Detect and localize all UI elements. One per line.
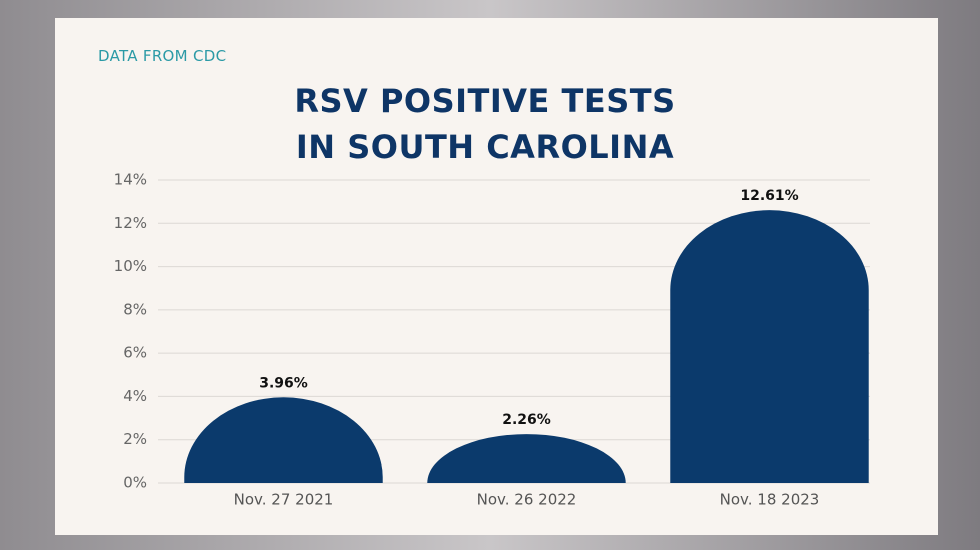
- y-tick-label: 10%: [114, 257, 147, 275]
- bar: [184, 397, 383, 483]
- bar: [670, 210, 869, 483]
- x-tick-label: Nov. 26 2022: [477, 491, 577, 509]
- y-tick-label: 12%: [114, 214, 147, 232]
- chart-title: RSV POSITIVE TESTS IN SOUTH CAROLINA: [294, 82, 676, 166]
- y-tick-label: 6%: [123, 344, 147, 362]
- value-label: 12.61%: [740, 188, 798, 204]
- y-tick-label: 14%: [114, 171, 147, 189]
- y-tick-label: 2%: [123, 430, 147, 448]
- x-tick-label: Nov. 27 2021: [234, 491, 334, 509]
- y-tick-label: 4%: [123, 387, 147, 405]
- bar: [427, 434, 626, 483]
- y-tick-label: 0%: [123, 474, 147, 492]
- value-label: 2.26%: [502, 412, 551, 428]
- source-note: DATA FROM CDC: [98, 47, 227, 65]
- x-tick-label: Nov. 18 2023: [720, 491, 820, 509]
- value-label: 3.96%: [259, 375, 308, 391]
- y-tick-label: 8%: [123, 300, 147, 318]
